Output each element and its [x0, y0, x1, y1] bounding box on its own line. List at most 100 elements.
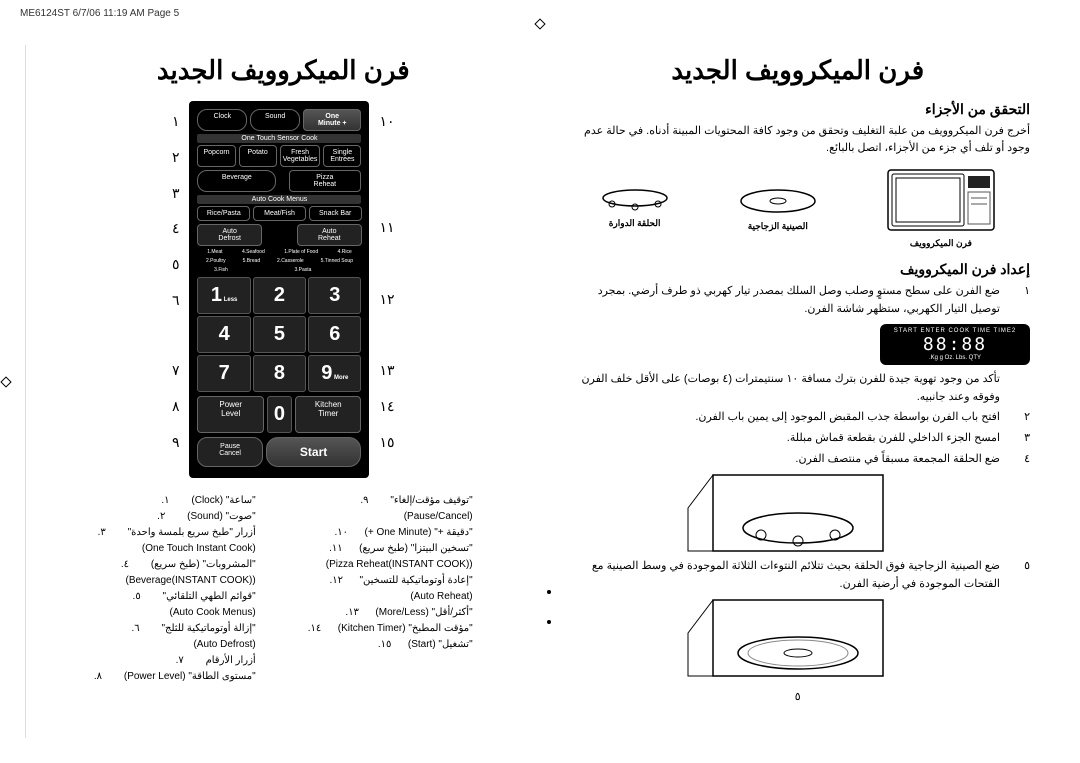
panel-label: ٨: [172, 398, 180, 415]
column-left: فرن الميكروويف الجديد ١٢٣٤٥٦ ٧٨٩ Clock S…: [25, 45, 541, 738]
step-text: تأكد من وجود تهوية جيدة للفرن بترك مسافة…: [566, 371, 1001, 406]
key-3: 3: [308, 277, 361, 314]
fine-print-item: 3.Fish: [214, 267, 228, 273]
legend-row: (Auto Reheat): [296, 589, 473, 605]
legend: "ساعة" (Clock).١"صوت" (Sound).٢أزرار "طب…: [51, 493, 516, 685]
legend-text: "المشروبات" (طبخ سريع): [151, 557, 256, 573]
panel-label: ٧: [172, 362, 180, 379]
legend-text: (Auto Reheat): [410, 589, 472, 605]
legend-row: "دقيقة +" (One Minute +).١٠: [296, 525, 473, 541]
step-row: ٤ضع الحلقة المجمعة مسبقاً في منتصف الفرن…: [566, 451, 1031, 469]
page-title: فرن الميكروويف الجديد: [51, 55, 516, 86]
column-right: فرن الميكروويف الجديد التحقق من الأجزاء …: [541, 45, 1056, 738]
legend-text: (Beverage(INSTANT COOK)): [125, 573, 255, 589]
legend-row: "مؤقت المطبخ" (Kitchen Timer) .١٤: [296, 621, 473, 637]
legend-num: .٩: [360, 493, 378, 509]
legend-text: أزرار الأرقام: [206, 653, 256, 669]
panel-label: [379, 327, 394, 343]
legend-row: "أكثر/أقل" (More/Less) .١٣: [296, 605, 473, 621]
legend-num: .١٤: [308, 621, 326, 637]
legend-num: .٥: [133, 589, 151, 605]
panel-label: ١٥: [379, 434, 394, 451]
crop-mark-left: [0, 376, 11, 387]
section-sensor-cook: One Touch Sensor Cook: [197, 134, 361, 143]
legend-text: "صوت" (Sound): [187, 509, 256, 525]
legend-num: .١٣: [345, 605, 363, 621]
legend-col-b: "توقيف مؤقت/إلغاء" .٩ (Pause/Cancel)"دقيقة…: [296, 493, 473, 685]
components-row: فرن الميكروويف الصينية الزجاجية الحلقة ا…: [566, 168, 1031, 249]
legend-row: "المشروبات" (طبخ سريع).٤: [94, 557, 256, 573]
btn-auto-defrost: Auto Defrost: [197, 224, 261, 246]
step-text: ضع الفرن على سطح مستوٍ وصلب وصل السلك بم…: [566, 283, 1001, 318]
btn-power-level: Power Level: [197, 396, 263, 433]
legend-text: أزرار "طبخ سريع بلمسة واحدة": [128, 525, 256, 541]
legend-text: "مستوى الطاقة" (Power Level): [124, 669, 256, 685]
btn-pause-cancel: Pause Cancel: [197, 437, 262, 467]
key-9: 9 More: [308, 355, 361, 392]
legend-row: "مستوى الطاقة" (Power Level).٨: [94, 669, 256, 685]
tray-icon: [738, 186, 818, 216]
panel-label: [379, 255, 394, 271]
btn-one-minute: One Minute +: [303, 109, 362, 131]
key-8: 8: [253, 355, 306, 392]
fine-print-item: 3.Pasta: [294, 267, 311, 273]
display-panel: START ENTER COOK TIME TIME2 88:88 Kg g O…: [880, 324, 1030, 365]
legend-row: "تسخين البيتزا" (طبخ سريع).١١: [296, 541, 473, 557]
legend-text: (Pause/Cancel): [404, 509, 473, 525]
legend-num: .١٢: [329, 573, 347, 589]
key-2: 2: [253, 277, 306, 314]
legend-row: (Auto Cook Menus): [94, 605, 256, 621]
labels-left: ١٠ ١١ ١٢ ١٣١٤١٥: [379, 101, 394, 451]
legend-col-a: "ساعة" (Clock).١"صوت" (Sound).٢أزرار "طب…: [94, 493, 256, 685]
fine-print-3: 3.Fish 3.Pasta: [197, 267, 361, 273]
control-panel: Clock Sound One Minute + One Touch Senso…: [189, 101, 369, 478]
legend-text: "أكثر/أقل" (More/Less): [375, 605, 472, 621]
legend-row: (Auto Defrost): [94, 637, 256, 653]
legend-text: (Auto Defrost): [193, 637, 255, 653]
panel-label: [172, 328, 180, 344]
step-text: ضع الصينية الزجاجية فوق الحلقة بحيث تتلا…: [566, 558, 1001, 593]
component-tray: الصينية الزجاجية: [738, 186, 818, 232]
component-microwave: فرن الميكروويف: [886, 168, 996, 249]
btn-vegetables: Fresh Vegetables: [280, 145, 321, 167]
legend-text: (One Touch Instant Cook): [142, 541, 256, 557]
step-number: ٣: [1015, 430, 1030, 448]
step-number: ١: [1015, 283, 1030, 318]
btn-clock: Clock: [197, 109, 247, 131]
btn-auto-reheat: Auto Reheat: [297, 224, 361, 246]
step-number: ٤: [1015, 451, 1030, 469]
btn-start: Start: [266, 437, 362, 467]
steps-list-2: تأكد من وجود تهوية جيدة للفرن بترك مسافة…: [566, 371, 1031, 468]
legend-text: "إزالة أوتوماتيكية للثلج": [161, 621, 255, 637]
key-6: 6: [308, 316, 361, 353]
section-title-setup: إعداد فرن الميكروويف: [566, 261, 1031, 278]
panel-label: ١٢: [379, 291, 394, 308]
legend-text: "قوائم الطهي التلقائي": [163, 589, 256, 605]
display-segment: 88:88: [888, 334, 1022, 355]
key-5: 5: [253, 316, 306, 353]
legend-text: "توقيف مؤقت/إلغاء": [390, 493, 472, 509]
panel-label: ٥: [172, 256, 180, 273]
panel-label: ٤: [172, 220, 180, 237]
labels-right: ١٢٣٤٥٦ ٧٨٩: [172, 101, 180, 451]
panel-label: ٣: [172, 185, 180, 202]
legend-row: "قوائم الطهي التلقائي" .٥: [94, 589, 256, 605]
legend-num: .١٥: [378, 637, 396, 653]
panel-label: ١٠: [379, 113, 394, 130]
btn-pizza-reheat: Pizza Reheat: [289, 170, 361, 192]
legend-text: "تسخين البيتزا" (طبخ سريع): [359, 541, 473, 557]
fine-print-item: 4.Rice: [338, 249, 352, 255]
ring-icon: [600, 188, 670, 213]
legend-text: "مؤقت المطبخ" (Kitchen Timer): [338, 621, 473, 637]
legend-num: .١: [161, 493, 179, 509]
btn-meat-fish: Meat/Fish: [253, 206, 306, 221]
step-text: امسح الجزء الداخلي للفرن بقطعة قماش مبلل…: [787, 430, 1000, 448]
fine-print-item: 1.Plate of Food: [284, 249, 318, 255]
legend-num: .٦: [131, 621, 149, 637]
panel-label: ٩: [172, 434, 180, 451]
component-ring: الحلقة الدوارة: [600, 188, 670, 229]
legend-text: "دقيقة +" (One Minute +): [364, 525, 472, 541]
page-title: فرن الميكروويف الجديد: [566, 55, 1031, 86]
fine-print-item: 2.Casserole: [277, 258, 304, 264]
legend-num: [296, 557, 314, 573]
